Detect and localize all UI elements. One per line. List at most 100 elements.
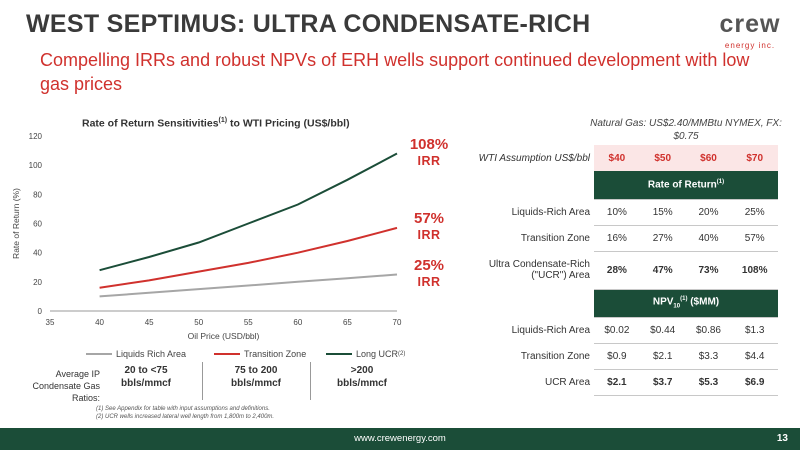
irr-pct-transition: 57% <box>413 209 445 227</box>
table-cell: 108% <box>731 251 778 290</box>
ratio-liquids-line1: 20 to <75 <box>124 365 168 376</box>
ratio-divider <box>202 362 203 400</box>
table-cell: 25% <box>731 199 778 226</box>
table-cell: $0.86 <box>685 317 732 344</box>
table-header-row: WTI Assumption US$/bbl $40 $50 $60 $70 <box>468 145 778 171</box>
ratio-liquids: 20 to <75 bbls/mmcf <box>92 364 200 390</box>
x-tick-label: 50 <box>194 318 203 327</box>
legend-item-liquids: Liquids Rich Area <box>86 343 186 365</box>
legend-item-ucr: Long UCR (2) <box>326 343 405 365</box>
y-axis-label: Rate of Return (%) <box>11 188 21 259</box>
footnotes: (1) See Appendix for table with input as… <box>96 405 274 421</box>
table-cell: 47% <box>639 251 686 290</box>
y-tick-label: 60 <box>33 220 42 229</box>
footer-url[interactable]: www.crewenergy.com <box>354 433 446 444</box>
table-cell: $6.9 <box>731 369 778 396</box>
chart-title: Rate of Return Sensitivities(1) to WTI P… <box>82 117 412 130</box>
row-label: Transition Zone <box>520 350 590 362</box>
row-label: UCR Area <box>544 376 590 388</box>
legend-swatch-ucr <box>326 353 352 355</box>
table-cell: $0.02 <box>594 317 640 344</box>
series-line-long-ucr <box>99 152 398 272</box>
table-cell: 10% <box>594 199 640 226</box>
irr-pct-liquids: 25% <box>413 256 445 274</box>
table-cell: 73% <box>685 251 732 290</box>
crew-logo: crew energy inc. <box>712 10 788 56</box>
ror-section-row: Rate of Return(1) <box>468 171 778 200</box>
y-tick-label: 20 <box>33 278 42 287</box>
table-cell: 57% <box>731 225 778 252</box>
chart-legend: Liquids Rich Area Transition Zone Long U… <box>78 343 408 365</box>
npv-header-sub: 10 <box>673 303 681 310</box>
col-header: $70 <box>731 145 778 171</box>
x-tick-label: 40 <box>95 318 104 327</box>
page-subtitle: Compelling IRRs and robust NPVs of ERH w… <box>40 50 750 94</box>
table-cell: 20% <box>685 199 732 226</box>
ratio-ucr-line1: >200 <box>350 365 374 376</box>
economics-table: WTI Assumption US$/bbl $40 $50 $60 $70 R… <box>468 145 778 396</box>
legend-item-transition: Transition Zone <box>214 343 306 365</box>
ror-section-header: Rate of Return(1) <box>594 171 778 200</box>
ratio-divider <box>310 362 311 400</box>
x-tick-label: 45 <box>145 318 154 327</box>
col-header: $40 <box>594 145 640 171</box>
table-cell: $1.3 <box>731 317 778 344</box>
ratio-transition-line2: bbls/mmcf <box>230 378 281 389</box>
table-row: Liquids-Rich Area $0.02 $0.44 $0.86 $1.3 <box>468 317 778 344</box>
x-tick-label: 60 <box>293 318 302 327</box>
legend-label-transition: Transition Zone <box>244 349 307 359</box>
table-cell: $0.44 <box>639 317 686 344</box>
ratio-row-label: Average IP Condensate Gas Ratios: <box>32 369 100 403</box>
ror-header-sup: (1) <box>716 179 725 186</box>
npv-header-sup: (1) <box>680 296 688 303</box>
gas-price-note: Natural Gas: US$2.40/MMBtu NYMEX, FX: $0… <box>590 118 782 142</box>
y-tick-label: 0 <box>38 307 43 316</box>
table-cell: 28% <box>594 251 640 290</box>
irr-text-transition: IRR <box>417 227 441 242</box>
ratio-ucr: >200 bbls/mmcf <box>308 364 416 390</box>
chart-title-suffix: to WTI Pricing (US$/bbl) <box>227 117 350 130</box>
table-cell: $2.1 <box>639 343 686 370</box>
row-label: Ultra Condensate-Rich ("UCR") Area <box>488 259 590 281</box>
table-row: Transition Zone $0.9 $2.1 $3.3 $4.4 <box>468 343 778 370</box>
table-row: Ultra Condensate-Rich ("UCR") Area 28% 4… <box>468 251 778 290</box>
legend-swatch-liquids <box>86 353 112 355</box>
chart-title-main: Rate of Return Sensitivities <box>82 117 219 130</box>
legend-label-ucr-sup: (2) <box>398 351 406 357</box>
irr-pct-ucr: 108% <box>409 135 449 153</box>
table-cell: $3.3 <box>685 343 732 370</box>
ratio-transition: 75 to 200 bbls/mmcf <box>202 364 310 390</box>
legend-label-liquids: Liquids Rich Area <box>116 349 187 359</box>
col-header: $60 <box>685 145 732 171</box>
y-tick-label: 100 <box>29 161 43 170</box>
irr-text-liquids: IRR <box>417 274 441 289</box>
table-cell: $0.9 <box>594 343 640 370</box>
legend-label-ucr: Long UCR <box>356 349 399 359</box>
chart-title-sup: (1) <box>218 117 228 124</box>
col-header: $50 <box>639 145 686 171</box>
logo-wordmark: crew <box>719 10 781 38</box>
y-tick-label: 40 <box>33 249 42 258</box>
x-tick-label: 65 <box>343 318 352 327</box>
npv-section-row: NPV10(1) ($MM) <box>468 289 778 318</box>
table-cell: 40% <box>685 225 732 252</box>
table-row: UCR Area $2.1 $3.7 $5.3 $6.9 <box>468 369 778 396</box>
row-label: Liquids-Rich Area <box>511 206 590 218</box>
table-row: Liquids-Rich Area 10% 15% 20% 25% <box>468 199 778 226</box>
wti-label: WTI Assumption US$/bbl <box>478 152 590 164</box>
irr-label-transition: 57% IRR <box>399 210 459 244</box>
page-number: 13 <box>776 433 788 444</box>
legend-swatch-transition <box>214 353 240 355</box>
irr-label-ucr: 108% IRR <box>399 136 459 170</box>
table-cell: 16% <box>594 225 640 252</box>
row-label: Transition Zone <box>520 232 590 244</box>
table-cell: $4.4 <box>731 343 778 370</box>
line-chart: 0 20 40 60 80 100 120 35 40 45 50 55 60 65 70 Oil Price… <box>11 132 402 341</box>
npv-section-header: NPV10(1) ($MM) <box>594 289 778 318</box>
footnote-1: (1) See Appendix for table with input as… <box>96 406 270 412</box>
row-label: Liquids-Rich Area <box>511 324 590 336</box>
ror-header-text: Rate of Return <box>647 179 717 191</box>
footer-bar: www.crewenergy.com 13 <box>0 428 800 450</box>
ratio-liquids-line2: bbls/mmcf <box>120 378 171 389</box>
y-tick-label: 120 <box>29 132 43 141</box>
